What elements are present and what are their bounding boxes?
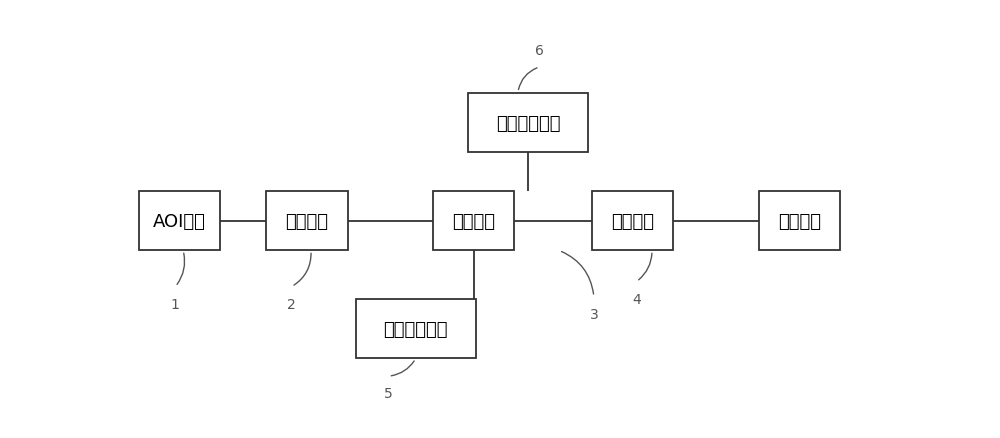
Text: 2: 2 — [287, 297, 296, 311]
Text: 1: 1 — [171, 297, 180, 311]
Text: 送料单元: 送料单元 — [286, 212, 329, 230]
Text: 3: 3 — [590, 307, 598, 321]
Text: 4: 4 — [632, 292, 641, 306]
Bar — [592, 192, 673, 251]
Text: AOI单元: AOI单元 — [153, 212, 206, 230]
Bar — [266, 192, 348, 251]
Text: 第一检测单元: 第一检测单元 — [383, 320, 448, 338]
Text: 裁切单元: 裁切单元 — [611, 212, 654, 230]
Bar — [759, 192, 840, 251]
Text: 热压单元: 热压单元 — [452, 212, 495, 230]
Bar — [356, 300, 476, 359]
Bar — [468, 94, 588, 153]
Text: 下料单元: 下料单元 — [778, 212, 821, 230]
Bar — [433, 192, 514, 251]
Text: 6: 6 — [535, 44, 544, 58]
Text: 5: 5 — [384, 386, 393, 400]
Text: 第二检测单元: 第二检测单元 — [496, 114, 560, 132]
Bar — [139, 192, 220, 251]
